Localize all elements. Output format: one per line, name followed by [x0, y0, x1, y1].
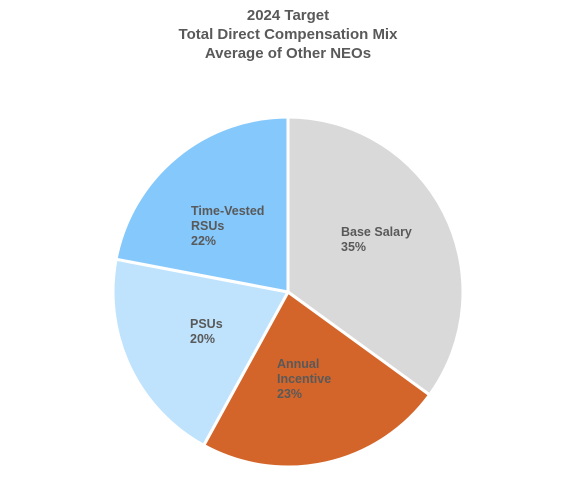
slice-label-2: PSUs 20% [190, 317, 223, 346]
slice-name-label: Incentive [277, 372, 331, 386]
slice-name-label: Time-Vested [191, 204, 264, 218]
slice-percent-label: 23% [277, 387, 302, 401]
slice-label-0: Base Salary 35% [341, 225, 412, 254]
slice-label-1: Annual Incentive 23% [277, 357, 331, 401]
slice-name-label: Annual [277, 357, 319, 371]
chart-title-line-1: 2024 Target [246, 7, 330, 24]
slice-name-label: Base Salary [341, 225, 412, 239]
slice-name-label: RSUs [191, 219, 224, 233]
slice-name-label: PSUs [190, 317, 223, 331]
slice-label-3: Time-Vested RSUs 22% [191, 204, 264, 248]
pie-slice-3 [114, 115, 290, 294]
slice-percent-label: 22% [191, 234, 216, 248]
pie-slice-2 [111, 257, 290, 447]
pie-slice-1 [202, 290, 432, 469]
pie-slice-0 [286, 115, 465, 397]
chart-title-line-3: Average of Other NEOs [204, 45, 372, 62]
chart-title-line-2: Total Direct Compensation Mix [178, 26, 398, 43]
slice-percent-label: 20% [190, 332, 215, 346]
slice-percent-label: 35% [341, 240, 366, 254]
chart-title: 2024 Target Total Direct Compensation Mi… [0, 6, 576, 63]
